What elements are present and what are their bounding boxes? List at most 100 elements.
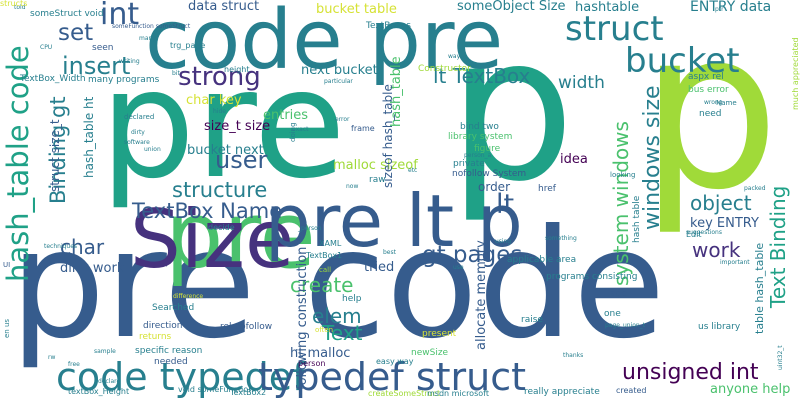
- cloud-word: TextBoxes: [366, 21, 411, 31]
- cloud-word: techniques: [44, 243, 78, 250]
- cloud-word: writing: [119, 58, 140, 65]
- cloud-word: textBox_Height: [68, 387, 130, 396]
- cloud-word: thanks: [563, 352, 584, 359]
- cloud-word: something: [545, 235, 577, 242]
- cloud-word: malloc sizeof: [333, 158, 418, 173]
- cloud-word: trg_page: [170, 41, 206, 50]
- cloud-word: easy way: [376, 357, 414, 366]
- cloud-word: software: [124, 139, 150, 146]
- cloud-word: next bucket: [301, 63, 378, 78]
- cloud-word: best: [383, 249, 396, 256]
- cloud-word: wrong: [704, 99, 723, 106]
- cloud-word: pre lt p: [265, 179, 523, 263]
- cloud-word: typedef struct: [258, 355, 527, 399]
- cloud-word: decide: [208, 223, 235, 232]
- cloud-word: elem: [312, 304, 362, 328]
- cloud-word: following construction: [295, 246, 310, 390]
- cloud-word: Name: [716, 99, 737, 107]
- cloud-word: Edit: [686, 230, 702, 239]
- cloud-word: difference: [173, 293, 204, 300]
- cloud-word: need: [699, 109, 722, 119]
- cloud-word: work: [692, 238, 741, 262]
- cloud-word: allocate memory: [474, 240, 489, 350]
- cloud-word: TextBox Name: [132, 199, 283, 223]
- cloud-word: tried: [364, 260, 395, 275]
- cloud-word: idea: [560, 152, 588, 167]
- cloud-word: gt pages: [422, 242, 523, 268]
- cloud-word: char key: [186, 93, 242, 108]
- cloud-word: size_t size: [204, 119, 271, 134]
- cloud-word: told: [14, 4, 26, 11]
- cloud-word: order: [478, 180, 510, 194]
- cloud-word: age: [610, 289, 627, 299]
- cloud-word: free: [68, 361, 80, 368]
- cloud-word: error: [335, 116, 350, 123]
- cloud-word: p: [640, 0, 780, 238]
- cloud-word: struct size_t: [48, 119, 62, 192]
- cloud-word: direction: [143, 321, 183, 331]
- cloud-word: height: [224, 65, 250, 74]
- cloud-word: needed: [154, 357, 188, 367]
- cloud-word: bucket next: [187, 143, 264, 158]
- cloud-word: many: [139, 35, 156, 42]
- cloud-word: nofollow System: [452, 169, 527, 179]
- cloud-word: someStruct void: [30, 9, 104, 19]
- cloud-word: Searched: [152, 303, 195, 313]
- cloud-word: bucket table: [316, 2, 397, 17]
- cloud-word: href: [538, 184, 556, 194]
- cloud-word: declared: [124, 113, 155, 121]
- cloud-word: newSize: [411, 348, 449, 358]
- cloud-word: raw: [369, 175, 386, 185]
- cloud-word: person_a: [464, 152, 492, 159]
- cloud-word: hashtable: [575, 0, 640, 15]
- cloud-word: much appreciated: [791, 37, 800, 110]
- cloud-word: insert: [62, 52, 131, 80]
- cloud-word: char: [60, 235, 105, 259]
- cloud-word: page_union_t: [605, 322, 646, 329]
- cloud-word: particular: [324, 78, 353, 85]
- cloud-word: help: [342, 294, 362, 304]
- cloud-word: user: [215, 146, 268, 174]
- cloud-word: someFunction someStruct: [112, 23, 191, 30]
- cloud-word: UI: [3, 261, 11, 269]
- cloud-word: windows size: [640, 85, 665, 230]
- cloud-word: us library: [698, 322, 741, 332]
- cloud-word: hash_table ht: [82, 96, 96, 178]
- cloud-word: person: [298, 359, 326, 368]
- cloud-word: key ENTRY: [690, 216, 759, 231]
- cloud-word: dirty: [131, 129, 145, 136]
- cloud-word: bus error: [688, 85, 729, 95]
- cloud-word: _person: [298, 225, 322, 232]
- cloud-word: created: [616, 386, 647, 395]
- cloud-word: seen: [92, 43, 114, 53]
- cloud-word: Size: [130, 193, 295, 286]
- cloud-word: ht malloc: [290, 346, 351, 361]
- cloud-word: CPU: [40, 44, 53, 51]
- cloud-word: set: [58, 20, 94, 46]
- cloud-word: en us: [3, 318, 11, 338]
- cloud-word: private: [453, 159, 485, 169]
- cloud-word: call: [319, 266, 332, 274]
- cloud-word: msdn microsoft: [427, 389, 489, 398]
- cloud-word: really appreciate: [524, 387, 600, 397]
- cloud-word: ENTRY data: [690, 0, 772, 15]
- cloud-word: rw: [48, 354, 56, 361]
- cloud-word: use: [453, 264, 464, 271]
- cloud-word: entries: [263, 108, 309, 123]
- cloud-word: lt TextBox: [433, 64, 531, 88]
- cloud-word: programs consisting: [546, 272, 638, 282]
- cloud-word: Text Binding: [766, 185, 790, 308]
- cloud-word: XAML: [319, 239, 342, 248]
- cloud-word: library system: [448, 132, 513, 142]
- cloud-word: sample: [94, 348, 116, 355]
- cloud-word: now: [346, 183, 359, 190]
- cloud-word: aspx rel: [688, 72, 724, 82]
- cloud-word: rel nofollow: [220, 322, 273, 332]
- cloud-word: table hash_table: [753, 242, 766, 334]
- cloud-word: code typedef: [56, 355, 306, 399]
- cloud-word: unsigned int: [622, 360, 759, 385]
- cloud-word: figure: [474, 144, 501, 154]
- cloud-word: raise: [521, 315, 543, 325]
- cloud-word: create: [290, 273, 354, 297]
